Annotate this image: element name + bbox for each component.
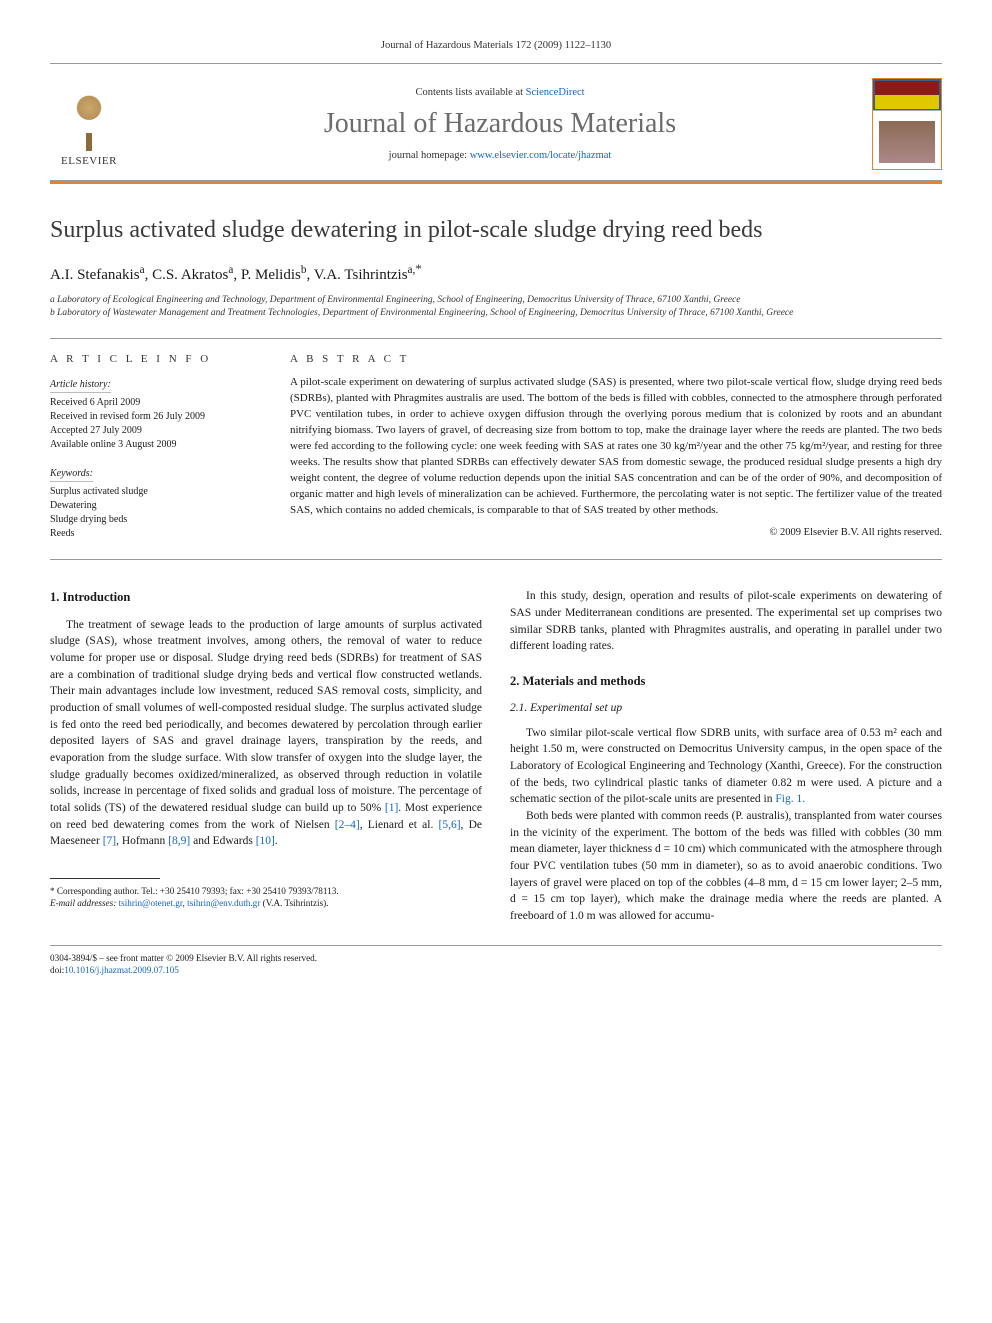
masthead: ELSEVIER Contents lists available at Sci… <box>50 72 942 181</box>
contents-prefix: Contents lists available at <box>415 87 525 98</box>
keywords: Surplus activated sludge Dewatering Slud… <box>50 485 260 541</box>
keyword-item: Sludge drying beds <box>50 513 260 527</box>
author-4: V.A. Tsihrintzisa, <box>314 267 416 283</box>
abstract-copyright: © 2009 Elsevier B.V. All rights reserved… <box>290 527 942 538</box>
contents-line: Contents lists available at ScienceDirec… <box>142 87 858 98</box>
corresponding-star-icon: * <box>415 261 422 276</box>
homepage-prefix: journal homepage: <box>389 150 470 161</box>
history-item: Available online 3 August 2009 <box>50 438 260 452</box>
orange-bar <box>50 181 942 184</box>
footnote-separator <box>50 878 160 879</box>
affiliation-a: a Laboratory of Ecological Engineering a… <box>50 294 942 307</box>
methods-p1-text: Two similar pilot-scale vertical flow SD… <box>510 727 942 806</box>
footer-line-1: 0304-3894/$ – see front matter © 2009 El… <box>50 952 942 965</box>
footnote-line-1: * Corresponding author. Tel.: +30 25410 … <box>50 885 482 897</box>
methods-paragraph-1: Two similar pilot-scale vertical flow SD… <box>510 725 942 808</box>
homepage-link[interactable]: www.elsevier.com/locate/jhazmat <box>470 150 612 161</box>
affiliations: a Laboratory of Ecological Engineering a… <box>50 294 942 321</box>
ref-link-1[interactable]: [1] <box>385 802 398 814</box>
doi-link[interactable]: 10.1016/j.jhazmat.2009.07.105 <box>64 965 179 975</box>
intro-p1-text: The treatment of sewage leads to the pro… <box>50 619 482 814</box>
page-footer: 0304-3894/$ – see front matter © 2009 El… <box>50 945 942 978</box>
section-2-1-heading: 2.1. Experimental set up <box>510 700 942 717</box>
article-history-label: Article history: <box>50 379 111 393</box>
author-1: A.I. Stefanakisa <box>50 267 145 283</box>
email-name: (V.A. Tsihrintzis). <box>260 898 328 908</box>
keywords-label: Keywords: <box>50 468 93 482</box>
fig-1-link[interactable]: Fig. 1. <box>775 793 805 805</box>
masthead-center: Contents lists available at ScienceDirec… <box>142 87 858 161</box>
intro-paragraph-1: The treatment of sewage leads to the pro… <box>50 617 482 850</box>
history-item: Accepted 27 July 2009 <box>50 424 260 438</box>
journal-cover-thumbnail <box>872 78 942 170</box>
article-title: Surplus activated sludge dewatering in p… <box>50 216 942 245</box>
methods-paragraph-2: Both beds were planted with common reeds… <box>510 808 942 925</box>
abstract-heading: A B S T R A C T <box>290 353 942 365</box>
doi-label: doi: <box>50 965 64 975</box>
abstract-text: A pilot-scale experiment on dewatering o… <box>290 375 942 518</box>
author-3: P. Melidisb <box>241 267 307 283</box>
running-header: Journal of Hazardous Materials 172 (2009… <box>50 40 942 51</box>
footnote-line-2: E-mail addresses: tsihrin@otenet.gr, tsi… <box>50 897 482 909</box>
article-info-heading: A R T I C L E I N F O <box>50 353 260 365</box>
section-1-heading: 1. Introduction <box>50 588 482 606</box>
right-column: In this study, design, operation and res… <box>510 588 942 924</box>
elsevier-tree-icon <box>59 91 119 151</box>
elsevier-logo: ELSEVIER <box>50 81 128 167</box>
elsevier-label: ELSEVIER <box>61 155 117 167</box>
body-columns: 1. Introduction The treatment of sewage … <box>50 588 942 924</box>
article-history: Received 6 April 2009 Received in revise… <box>50 396 260 452</box>
top-divider <box>50 63 942 64</box>
page-root: Journal of Hazardous Materials 172 (2009… <box>0 0 992 1017</box>
keyword-item: Reeds <box>50 527 260 541</box>
email-label: E-mail addresses: <box>50 898 119 908</box>
email-link-1[interactable]: tsihrin@otenet.gr <box>119 898 183 908</box>
ref-link-7[interactable]: [7] <box>103 835 116 847</box>
info-row: A R T I C L E I N F O Article history: R… <box>50 338 942 560</box>
ref-link-8-9[interactable]: [8,9] <box>168 835 190 847</box>
keyword-item: Dewatering <box>50 499 260 513</box>
keyword-item: Surplus activated sludge <box>50 485 260 499</box>
sciencedirect-link[interactable]: ScienceDirect <box>526 87 585 98</box>
article-info: A R T I C L E I N F O Article history: R… <box>50 353 260 541</box>
ref-link-10[interactable]: [10] <box>256 835 275 847</box>
journal-name: Journal of Hazardous Materials <box>142 108 858 140</box>
abstract-block: A B S T R A C T A pilot-scale experiment… <box>290 353 942 541</box>
history-item: Received 6 April 2009 <box>50 396 260 410</box>
section-2-heading: 2. Materials and methods <box>510 672 942 690</box>
email-link-2[interactable]: tsihrin@env.duth.gr <box>187 898 260 908</box>
history-item: Received in revised form 26 July 2009 <box>50 410 260 424</box>
left-column: 1. Introduction The treatment of sewage … <box>50 588 482 924</box>
ref-link-5-6[interactable]: [5,6] <box>439 819 461 831</box>
homepage-line: journal homepage: www.elsevier.com/locat… <box>142 150 858 161</box>
corresponding-footnote: * Corresponding author. Tel.: +30 25410 … <box>50 885 482 910</box>
affiliation-b: b Laboratory of Wastewater Management an… <box>50 307 942 320</box>
footer-doi: doi:10.1016/j.jhazmat.2009.07.105 <box>50 964 942 977</box>
author-2: C.S. Akratosa <box>152 267 233 283</box>
authors: A.I. Stefanakisa, C.S. Akratosa, P. Meli… <box>50 261 942 284</box>
ref-link-2-4[interactable]: [2–4] <box>335 819 360 831</box>
intro-paragraph-2: In this study, design, operation and res… <box>510 588 942 655</box>
